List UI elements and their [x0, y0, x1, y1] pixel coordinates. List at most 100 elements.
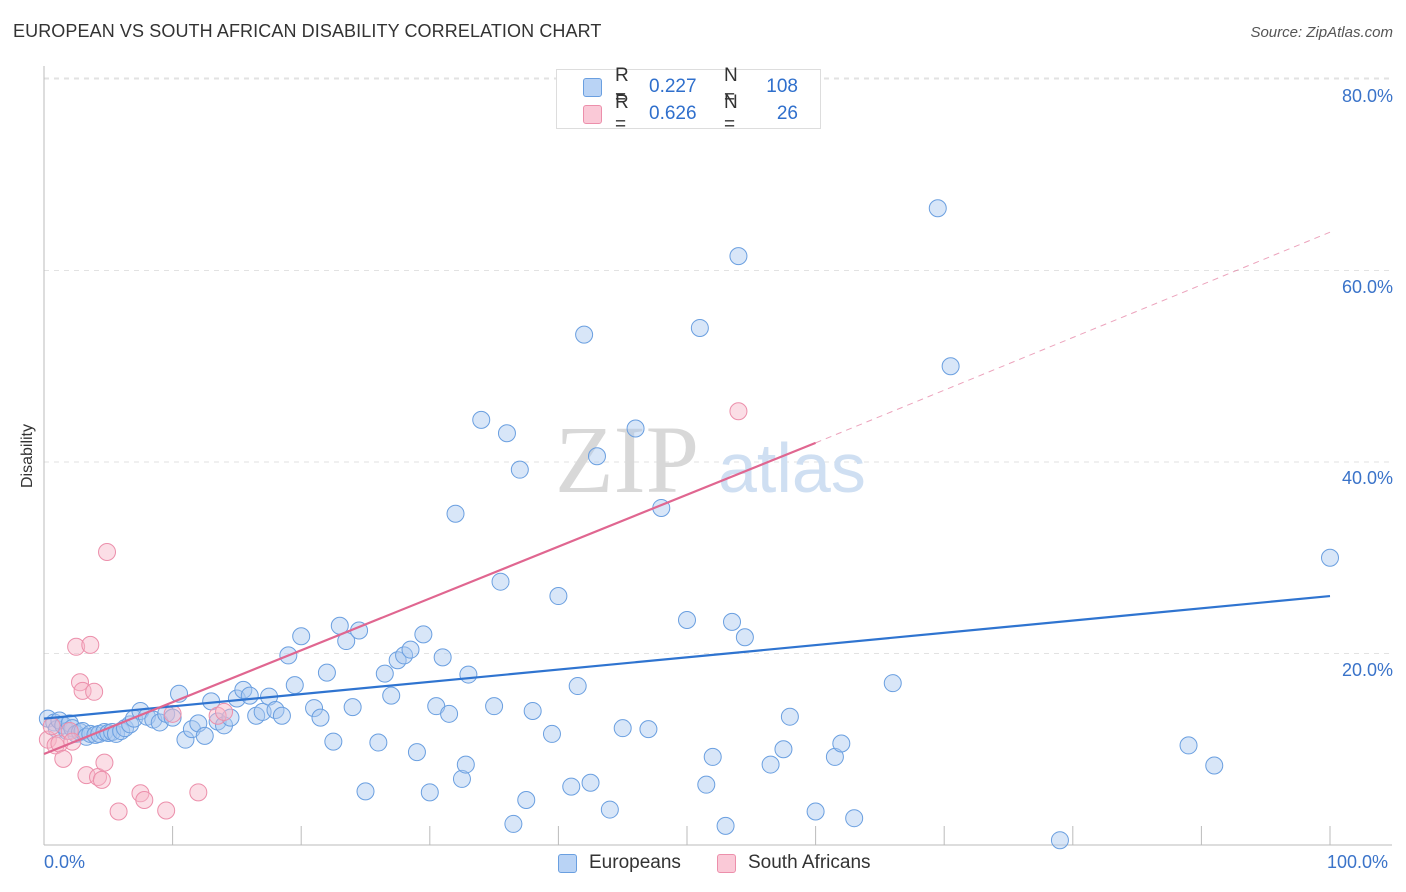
data-point-europeans: [472, 410, 491, 429]
data-point-europeans: [407, 743, 426, 762]
data-point-europeans: [568, 677, 587, 696]
data-point-europeans: [401, 640, 420, 659]
data-point-europeans: [832, 734, 851, 753]
r-value: 0.626: [649, 103, 697, 124]
data-point-europeans: [272, 706, 291, 725]
data-point-europeans: [626, 419, 645, 438]
data-point-europeans: [440, 704, 459, 723]
n-value: 108: [766, 76, 798, 97]
data-point-south-africans: [85, 682, 104, 701]
data-point-south-africans: [157, 801, 176, 820]
data-point-europeans: [382, 686, 401, 705]
trend-extension-south-africans: [815, 231, 1331, 444]
data-point-south-africans: [109, 802, 128, 821]
europeans-swatch: [558, 853, 577, 873]
data-point-europeans: [163, 708, 182, 727]
legend-item-europeans: Europeans: [558, 852, 681, 874]
x-tick-label: 100.0%: [1327, 852, 1389, 872]
data-point-europeans: [845, 809, 864, 828]
data-point-europeans: [195, 726, 214, 745]
data-point-south-africans: [54, 749, 73, 768]
data-point-south-africans: [135, 790, 154, 809]
trend-line-europeans: [43, 594, 1331, 720]
data-point-europeans: [324, 732, 343, 751]
data-point-europeans: [703, 747, 722, 766]
legend-label: South Africans: [748, 852, 871, 873]
data-point-europeans: [562, 777, 581, 796]
source-label: Source: ZipAtlas.com: [1250, 24, 1393, 41]
data-point-europeans: [240, 686, 259, 705]
data-point-south-africans: [189, 783, 208, 802]
data-point-europeans: [459, 665, 478, 684]
data-point-europeans: [1050, 831, 1069, 850]
data-point-europeans: [305, 699, 324, 718]
data-point-south-africans: [67, 637, 86, 656]
data-point-europeans: [613, 719, 632, 738]
data-point-south-africans: [215, 702, 234, 721]
watermark-zip: ZIP: [555, 406, 699, 513]
stats-legend: R = 0.227 N = 108 R = 0.626 N = 26: [556, 65, 821, 135]
data-point-south-africans: [81, 635, 100, 654]
data-point-europeans: [311, 708, 330, 727]
data-point-europeans: [761, 755, 780, 774]
y-tick-label: 40.0%: [1341, 468, 1393, 488]
data-point-europeans: [504, 814, 523, 833]
data-point-europeans: [780, 707, 799, 726]
data-point-europeans: [581, 773, 600, 792]
data-point-europeans: [375, 664, 394, 683]
trend-line-south-africans: [43, 441, 817, 756]
r-value: 0.227: [649, 76, 697, 97]
data-point-south-africans: [729, 402, 748, 421]
legend-label: Europeans: [589, 852, 681, 873]
data-point-europeans: [452, 769, 471, 788]
data-point-europeans: [928, 199, 947, 218]
data-point-europeans: [716, 816, 735, 835]
data-point-south-africans: [92, 770, 111, 789]
data-point-europeans: [523, 701, 542, 720]
data-point-europeans: [600, 800, 619, 819]
data-point-europeans: [285, 676, 304, 695]
y-tick-label: 60.0%: [1341, 277, 1393, 297]
data-point-europeans: [587, 447, 606, 466]
data-point-europeans: [575, 325, 594, 344]
south-africans-swatch: [583, 104, 602, 124]
r-label: R =: [615, 65, 629, 108]
data-point-south-africans: [60, 722, 79, 741]
data-point-europeans: [510, 460, 529, 479]
data-point-europeans: [292, 627, 311, 646]
data-point-europeans: [369, 733, 388, 752]
europeans-swatch: [583, 77, 602, 97]
data-point-europeans: [356, 782, 375, 801]
data-point-europeans: [1321, 548, 1339, 567]
south-africans-swatch: [717, 853, 736, 873]
data-point-europeans: [729, 247, 748, 266]
data-point-europeans: [723, 612, 742, 631]
data-point-europeans: [343, 698, 362, 717]
data-point-europeans: [806, 802, 825, 821]
data-point-europeans: [176, 730, 195, 749]
data-point-europeans: [690, 318, 709, 337]
data-point-europeans: [497, 424, 516, 443]
data-point-europeans: [491, 572, 510, 591]
y-tick-label: 20.0%: [1341, 660, 1393, 680]
n-label: N =: [724, 92, 738, 135]
data-point-europeans: [1205, 756, 1224, 775]
data-point-europeans: [517, 790, 536, 809]
data-point-europeans: [735, 628, 754, 647]
data-point-south-africans: [95, 753, 114, 772]
chart-title: EUROPEAN VS SOUTH AFRICAN DISABILITY COR…: [13, 21, 602, 41]
data-point-europeans: [774, 740, 793, 759]
data-point-europeans: [549, 587, 568, 606]
data-point-south-africans: [42, 717, 61, 736]
data-point-europeans: [941, 357, 960, 376]
data-point-europeans: [456, 755, 475, 774]
data-point-europeans: [446, 504, 465, 523]
data-point-europeans: [542, 724, 561, 743]
data-point-europeans: [678, 610, 696, 629]
data-point-europeans: [485, 697, 504, 716]
watermark-atlas: atlas: [718, 429, 866, 507]
data-point-europeans: [433, 648, 452, 667]
data-point-europeans: [1179, 736, 1198, 755]
n-value: 26: [776, 103, 798, 124]
